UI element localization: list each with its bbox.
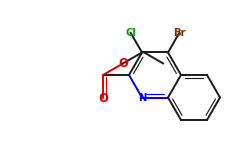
Text: Cl: Cl [125, 28, 136, 38]
Text: Br: Br [173, 28, 186, 38]
Text: O: O [118, 57, 128, 70]
Text: N: N [138, 93, 146, 102]
Text: O: O [98, 92, 108, 105]
